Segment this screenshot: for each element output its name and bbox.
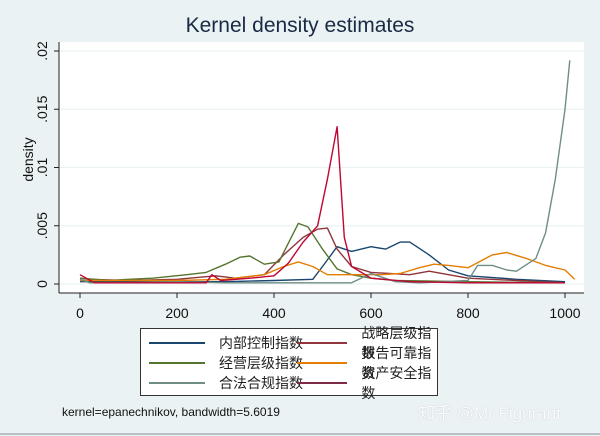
chart-title: Kernel density estimates xyxy=(185,14,415,37)
legend-swatch xyxy=(149,362,205,364)
legend-item: 战略层级指数 xyxy=(297,325,437,361)
y-tick-label: .005 xyxy=(34,212,50,239)
y-tick-label: .01 xyxy=(34,158,50,178)
legend-label: 报告可靠指数 xyxy=(361,345,432,381)
x-tick-label: 0 xyxy=(76,305,84,321)
series-line xyxy=(79,125,565,284)
y-axis-label: density xyxy=(20,137,36,181)
legend-swatch xyxy=(149,342,205,344)
series-line xyxy=(80,241,566,283)
kernel-note: kernel=epanechnikov, bandwidth=5.6019 xyxy=(62,405,280,419)
x-tick-label: 600 xyxy=(359,305,383,321)
legend-swatch xyxy=(149,382,205,384)
legend-swatch xyxy=(297,382,348,384)
legend-label: 资产安全指数 xyxy=(361,365,432,401)
legend-label: 经营层级指数 xyxy=(219,355,303,371)
x-tick-label: 800 xyxy=(456,305,480,321)
legend-item: 报告可靠指数 xyxy=(297,345,437,381)
series-line xyxy=(80,251,576,282)
bottom-border xyxy=(0,433,600,435)
series-line xyxy=(79,60,571,284)
x-tick-label: 200 xyxy=(165,305,189,321)
legend-swatch xyxy=(297,362,348,364)
legend-label: 内部控制指数 xyxy=(219,335,303,351)
x-tick-label: 1000 xyxy=(549,305,580,321)
y-tick-label: .015 xyxy=(34,95,50,122)
legend-item: 经营层级指数 xyxy=(149,353,303,373)
y-tick-label: .02 xyxy=(34,41,50,61)
legend-swatch xyxy=(297,342,348,344)
x-tick-label: 400 xyxy=(262,305,286,321)
y-tick-label: 0 xyxy=(34,280,50,288)
series-line xyxy=(79,227,566,284)
legend-item: 合法合规指数 xyxy=(149,373,303,393)
legend-item: 资产安全指数 xyxy=(297,365,437,401)
legend: 内部控制指数 战略层级指数 经营层级指数 报告可靠指数 合法合规指数 资产安全指… xyxy=(140,325,438,401)
legend-item: 内部控制指数 xyxy=(149,333,303,353)
legend-label: 合法合规指数 xyxy=(219,375,303,391)
watermark: 知乎 @Mr Figurant xyxy=(418,404,561,423)
legend-label: 战略层级指数 xyxy=(361,325,432,361)
